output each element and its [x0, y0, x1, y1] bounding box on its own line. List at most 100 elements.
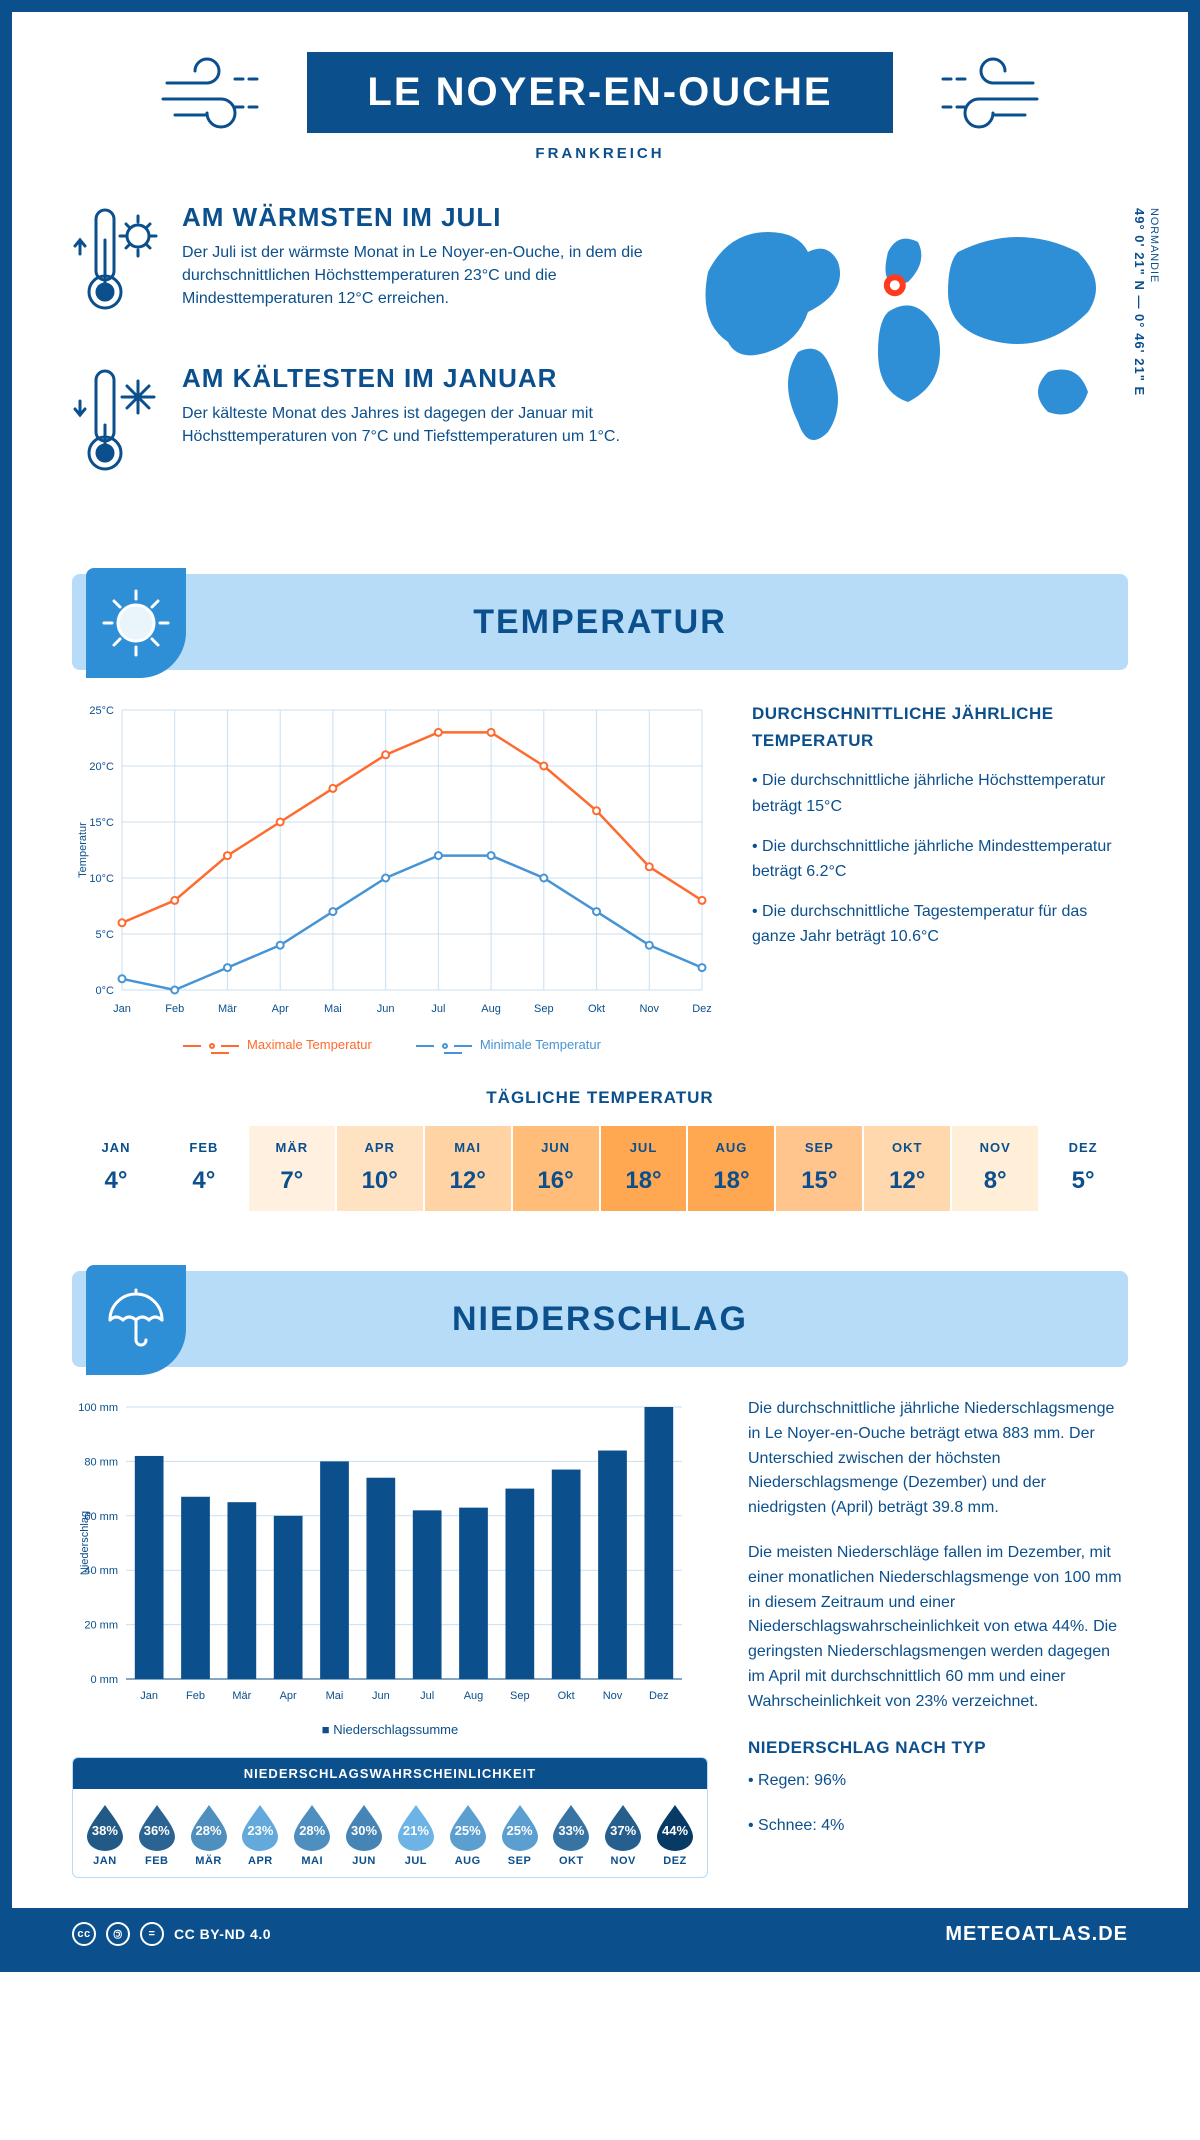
- svg-text:Aug: Aug: [481, 1003, 501, 1015]
- svg-text:5°C: 5°C: [96, 929, 115, 941]
- svg-text:Okt: Okt: [588, 1003, 605, 1015]
- svg-text:Mai: Mai: [324, 1003, 342, 1015]
- svg-text:Jan: Jan: [140, 1690, 158, 1702]
- title-banner: LE NOYER-EN-OUCHE: [307, 52, 892, 133]
- temperature-line-chart: 0°C 5°C 10°C 15°C 20°C 25°C Jan Feb Mär Apr Mai Jun…: [72, 700, 712, 1052]
- svg-text:0 mm: 0 mm: [91, 1674, 119, 1686]
- daily-temp-cell: FEB4°: [161, 1126, 249, 1211]
- svg-text:80 mm: 80 mm: [84, 1456, 118, 1468]
- region-label: NORMANDIE: [1147, 208, 1162, 396]
- temp-facts-heading: DURCHSCHNITTLICHE JÄHRLICHE TEMPERATUR: [752, 700, 1128, 754]
- svg-text:Dez: Dez: [692, 1003, 712, 1015]
- daily-temp-cell: APR10°: [337, 1126, 425, 1211]
- svg-text:100 mm: 100 mm: [78, 1402, 118, 1414]
- daily-temp-cell: AUG18°: [688, 1126, 776, 1211]
- svg-text:Temperatur: Temperatur: [77, 822, 89, 878]
- precip-type-line: • Regen: 96%: [748, 1769, 1128, 1794]
- prob-cell: 23%APR: [236, 1803, 284, 1867]
- section-precip-banner: NIEDERSCHLAG: [72, 1271, 1128, 1367]
- prob-cell: 38%JAN: [81, 1803, 129, 1867]
- precip-type-heading: NIEDERSCHLAG NACH TYP: [748, 1735, 1128, 1761]
- fact-coldest: AM KÄLTESTEN IM JANUAR Der kälteste Mona…: [72, 363, 648, 488]
- wind-icon: [157, 53, 267, 133]
- prob-cell: 33%OKT: [547, 1803, 595, 1867]
- temp-fact-line: • Die durchschnittliche jährliche Höchst…: [752, 768, 1128, 819]
- fact-cold-text: Der kälteste Monat des Jahres ist dagege…: [182, 402, 648, 448]
- precip-type-line: • Schnee: 4%: [748, 1814, 1128, 1839]
- svg-text:Nov: Nov: [639, 1003, 659, 1015]
- daily-temp-title: TÄGLICHE TEMPERATUR: [72, 1088, 1128, 1108]
- daily-temp-cell: OKT12°: [864, 1126, 952, 1211]
- fact-warmest: AM WÄRMSTEN IM JULI Der Juli ist der wär…: [72, 202, 648, 327]
- svg-text:Jan: Jan: [113, 1003, 131, 1015]
- coords-label: 49° 0' 21" N — 0° 46' 21" E: [1132, 208, 1147, 396]
- precip-legend: Niederschlagssumme: [72, 1722, 708, 1737]
- prob-cell: 36%FEB: [133, 1803, 181, 1867]
- temp-fact-line: • Die durchschnittliche jährliche Mindes…: [752, 834, 1128, 885]
- svg-text:Jun: Jun: [377, 1003, 395, 1015]
- svg-text:25°C: 25°C: [89, 705, 114, 717]
- prob-cell: 28%MÄR: [185, 1803, 233, 1867]
- svg-text:20 mm: 20 mm: [84, 1620, 118, 1632]
- world-map: NORMANDIE 49° 0' 21" N — 0° 46' 21" E: [688, 202, 1128, 524]
- daily-temp-cell: JAN4°: [73, 1126, 161, 1211]
- svg-text:Aug: Aug: [464, 1690, 484, 1702]
- precip-paragraph: Die meisten Niederschläge fallen im Deze…: [748, 1541, 1128, 1715]
- svg-text:0°C: 0°C: [96, 985, 115, 997]
- site-label: METEOATLAS.DE: [945, 1923, 1128, 1946]
- svg-text:Apr: Apr: [280, 1690, 297, 1702]
- daily-temp-cell: MÄR7°: [249, 1126, 337, 1211]
- nd-icon: =: [140, 1922, 164, 1946]
- svg-text:Sep: Sep: [534, 1003, 554, 1015]
- fact-warm-text: Der Juli ist der wärmste Monat in Le Noy…: [182, 241, 648, 311]
- svg-text:Feb: Feb: [186, 1690, 205, 1702]
- prob-cell: 44%DEZ: [651, 1803, 699, 1867]
- daily-temp-cell: SEP15°: [776, 1126, 864, 1211]
- svg-text:Niederschlag: Niederschlag: [79, 1511, 91, 1575]
- svg-text:Mai: Mai: [326, 1690, 344, 1702]
- daily-temp-cell: MAI12°: [425, 1126, 513, 1211]
- svg-text:15°C: 15°C: [89, 817, 114, 829]
- svg-text:20°C: 20°C: [89, 761, 114, 773]
- svg-text:Jul: Jul: [420, 1690, 434, 1702]
- country-subtitle: FRANKREICH: [72, 145, 1128, 162]
- svg-text:Feb: Feb: [165, 1003, 184, 1015]
- svg-text:Dez: Dez: [649, 1690, 669, 1702]
- sun-icon: [100, 587, 172, 659]
- prob-cell: 30%JUN: [340, 1803, 388, 1867]
- thermometer-cold-icon: [72, 363, 162, 483]
- legend-min: Minimale Temperatur: [454, 1037, 601, 1052]
- footer: cc 🄯 = CC BY-ND 4.0 METEOATLAS.DE: [12, 1908, 1188, 1960]
- daily-temp-cell: JUN16°: [513, 1126, 601, 1211]
- cc-icon: cc: [72, 1922, 96, 1946]
- fact-cold-title: AM KÄLTESTEN IM JANUAR: [182, 363, 648, 394]
- prob-cell: 21%JUL: [392, 1803, 440, 1867]
- section-temperature-banner: TEMPERATUR: [72, 574, 1128, 670]
- license-label: CC BY-ND 4.0: [174, 1926, 271, 1942]
- svg-text:Okt: Okt: [558, 1690, 575, 1702]
- prob-cell: 25%SEP: [496, 1803, 544, 1867]
- svg-text:Apr: Apr: [272, 1003, 289, 1015]
- prob-cell: 28%MAI: [288, 1803, 336, 1867]
- temp-fact-line: • Die durchschnittliche Tagestemperatur …: [752, 899, 1128, 950]
- daily-temp-cell: JUL18°: [601, 1126, 689, 1211]
- svg-text:Jul: Jul: [431, 1003, 445, 1015]
- by-icon: 🄯: [106, 1922, 130, 1946]
- precip-paragraph: Die durchschnittliche jährliche Niedersc…: [748, 1397, 1128, 1521]
- svg-text:Nov: Nov: [603, 1690, 623, 1702]
- precip-bar-chart: 0 mm20 mm40 mm60 mm80 mm100 mmJanFebMärA…: [72, 1397, 708, 1737]
- svg-text:Mär: Mär: [218, 1003, 237, 1015]
- daily-temp-cell: NOV8°: [952, 1126, 1040, 1211]
- wind-icon: [933, 53, 1043, 133]
- fact-warm-title: AM WÄRMSTEN IM JULI: [182, 202, 648, 233]
- svg-text:Jun: Jun: [372, 1690, 390, 1702]
- legend-max: Maximale Temperatur: [221, 1037, 372, 1052]
- prob-cell: 25%AUG: [444, 1803, 492, 1867]
- svg-text:10°C: 10°C: [89, 873, 114, 885]
- daily-temp-strip: JAN4°FEB4°MÄR7°APR10°MAI12°JUN16°JUL18°A…: [72, 1126, 1128, 1211]
- map-marker-icon: [884, 274, 906, 296]
- precip-probability-strip: NIEDERSCHLAGSWAHRSCHEINLICHKEIT 38%JAN36…: [72, 1757, 708, 1878]
- daily-temp-cell: DEZ5°: [1040, 1126, 1128, 1211]
- prob-cell: 37%NOV: [599, 1803, 647, 1867]
- header: LE NOYER-EN-OUCHE: [72, 52, 1128, 133]
